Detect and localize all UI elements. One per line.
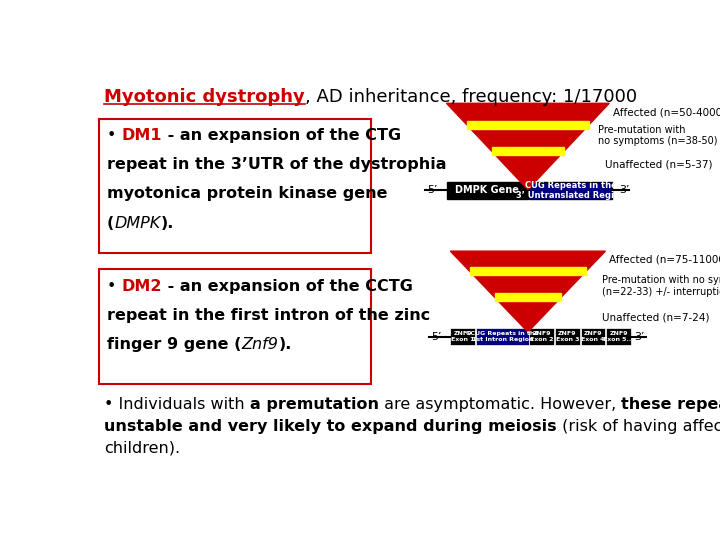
Text: - an expansion of the CCTG: - an expansion of the CCTG — [162, 279, 413, 294]
Text: 3’: 3’ — [618, 185, 629, 195]
Polygon shape — [451, 251, 606, 332]
Text: (risk of having affected: (risk of having affected — [557, 419, 720, 434]
Bar — [446, 182, 528, 199]
Text: DMPK: DMPK — [114, 215, 161, 231]
Text: ZNF9
Exon 2: ZNF9 Exon 2 — [530, 331, 554, 342]
Text: DMPK Gene: DMPK Gene — [455, 185, 519, 195]
Text: ZNF9
Exon 4: ZNF9 Exon 4 — [581, 331, 605, 342]
Text: Unaffected (n=7-24): Unaffected (n=7-24) — [601, 312, 709, 322]
Text: Pre-mutation with no symptoms
(n=22-33) +/- interruptions: Pre-mutation with no symptoms (n=22-33) … — [601, 275, 720, 296]
Text: •: • — [107, 279, 122, 294]
FancyBboxPatch shape — [99, 119, 371, 253]
Bar — [580, 328, 606, 345]
Bar — [555, 328, 580, 345]
Bar — [606, 328, 631, 345]
FancyBboxPatch shape — [99, 269, 371, 384]
Text: myotonica protein kinase gene: myotonica protein kinase gene — [107, 186, 387, 201]
Text: - an expansion of the CTG: - an expansion of the CTG — [162, 128, 401, 143]
Polygon shape — [446, 103, 609, 190]
Text: Myotonic dystrophy: Myotonic dystrophy — [104, 88, 305, 106]
Text: unstable and very likely to expand during meiosis: unstable and very likely to expand durin… — [104, 419, 557, 434]
Bar — [528, 182, 612, 199]
Text: ZNF9
Exon 5...: ZNF9 Exon 5... — [603, 331, 634, 342]
Text: 5’: 5’ — [427, 185, 438, 195]
Text: are asymptomatic. However,: are asymptomatic. However, — [379, 397, 621, 413]
Text: Affected (n=50-4000): Affected (n=50-4000) — [613, 107, 720, 117]
Text: repeat in the first intron of the zinc: repeat in the first intron of the zinc — [107, 308, 431, 323]
Text: (: ( — [107, 215, 114, 231]
Text: DM1: DM1 — [122, 128, 162, 143]
Polygon shape — [495, 294, 561, 301]
Text: Pre-mutation with
no symptoms (n=38-50): Pre-mutation with no symptoms (n=38-50) — [598, 125, 717, 146]
Text: CUG Repeats in the
3’ Untranslated Region: CUG Repeats in the 3’ Untranslated Regio… — [516, 180, 626, 200]
Text: children).: children). — [104, 441, 180, 456]
Text: •: • — [107, 128, 122, 143]
Text: Unaffected (n=5-37): Unaffected (n=5-37) — [606, 160, 713, 170]
Text: CCUG Repeats in the
1st Intron Region: CCUG Repeats in the 1st Intron Region — [466, 331, 539, 342]
Text: a premutation: a premutation — [250, 397, 379, 413]
Text: ZNF9
Exon 1: ZNF9 Exon 1 — [451, 331, 474, 342]
Polygon shape — [469, 267, 586, 275]
Text: ).: ). — [279, 338, 292, 353]
Text: , AD inheritance, frequency: 1/17000: , AD inheritance, frequency: 1/17000 — [305, 88, 636, 106]
Text: repeat in the 3’UTR of the dystrophia: repeat in the 3’UTR of the dystrophia — [107, 157, 446, 172]
Text: finger 9 gene (: finger 9 gene ( — [107, 338, 241, 353]
Text: Znf9: Znf9 — [241, 338, 279, 353]
Polygon shape — [467, 121, 589, 129]
Text: these repeats are: these repeats are — [621, 397, 720, 413]
Text: 3’: 3’ — [634, 332, 644, 342]
Text: • Individuals with: • Individuals with — [104, 397, 250, 413]
Text: ZNF9
Exon 3: ZNF9 Exon 3 — [556, 331, 579, 342]
Text: DM2: DM2 — [122, 279, 162, 294]
Bar — [476, 328, 528, 345]
Text: ).: ). — [161, 215, 174, 231]
Bar — [451, 328, 475, 345]
Bar — [529, 328, 554, 345]
Text: 5’: 5’ — [431, 332, 441, 342]
Text: Affected (n=75-11000): Affected (n=75-11000) — [609, 255, 720, 265]
Polygon shape — [492, 147, 564, 155]
